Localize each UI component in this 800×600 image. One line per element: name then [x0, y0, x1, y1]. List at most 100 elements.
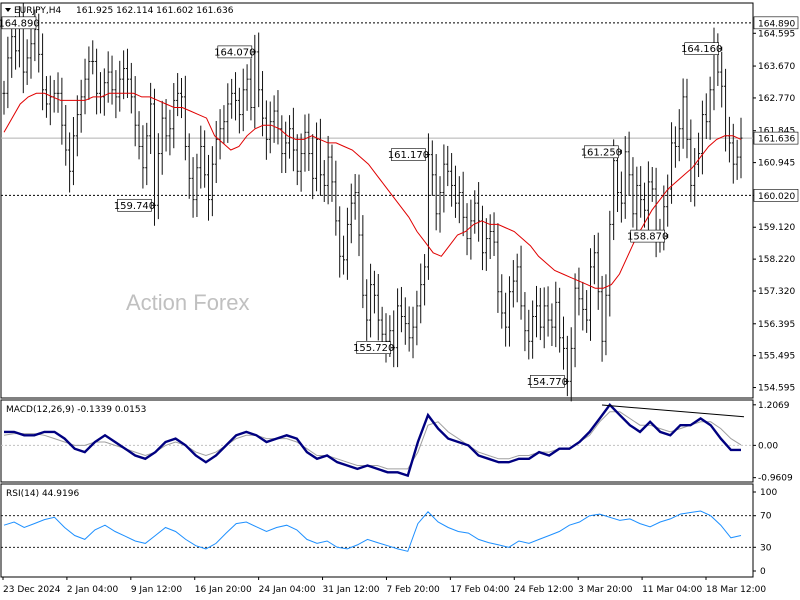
macd-y-axis: 1.2069 0.00 -0.9609 [753, 401, 793, 484]
macd-line [4, 402, 741, 478]
price-bar [670, 122, 674, 204]
price-bar [64, 105, 68, 166]
price-bar [230, 78, 234, 119]
price-bar [631, 157, 635, 228]
price-bar [60, 77, 64, 145]
price-bar [623, 136, 627, 219]
ohlc-header: 161.925 162.114 161.602 161.636 [76, 6, 234, 16]
price-bar [558, 287, 562, 353]
price-bar [646, 161, 650, 232]
price-bar [168, 109, 172, 156]
current-price-badge [753, 131, 799, 145]
y-tick-label: 162.770 [758, 94, 795, 104]
price-bar [199, 125, 203, 189]
price-bar [79, 79, 83, 133]
price-bar [71, 116, 75, 186]
callout: 154.770 [527, 375, 568, 388]
rsi-levels [1, 515, 753, 548]
price-bar [372, 270, 376, 314]
level-price-badge [753, 189, 799, 202]
price-bar [68, 132, 72, 193]
level-price-label: 164.890 [758, 19, 795, 29]
price-bar [95, 48, 99, 115]
macd-tick-label: 0.00 [758, 441, 778, 451]
price-bar [735, 139, 739, 180]
rsi-panel-frame [0, 483, 754, 578]
callout-label: 161.250 [581, 147, 622, 158]
time-x-axis: 23 Dec 2024 2 Jan 04:00 9 Jan 12:00 16 Jan … [2, 577, 766, 595]
callout-label: 161.170 [388, 150, 429, 161]
symbol-label: EURJPY,H4 [14, 6, 62, 16]
price-bar [396, 288, 400, 368]
price-bar [299, 133, 303, 192]
x-tick-label: 17 Feb 04:00 [450, 585, 509, 595]
price-bar [149, 82, 153, 154]
callout: 158.870 [627, 229, 668, 243]
price-bar [581, 281, 585, 331]
price-bar [91, 40, 95, 75]
price-bar [380, 306, 384, 349]
price-bar [226, 83, 230, 143]
price-bar [257, 32, 261, 108]
x-tick-label: 23 Dec 2024 [3, 585, 61, 595]
price-bar [515, 253, 519, 303]
price-bar [145, 122, 149, 186]
callout-label: 155.720 [353, 343, 394, 354]
price-bar [183, 75, 187, 161]
price-bar [496, 223, 500, 313]
price-bar [573, 273, 577, 368]
price-y-axis: 164.595 163.670 162.770 161.845 160.945 160.0… [753, 16, 799, 394]
price-bar [315, 122, 319, 192]
price-bar [569, 327, 573, 402]
price-bar [83, 58, 87, 115]
y-tick-label: 164.595 [758, 29, 795, 39]
price-bar [604, 274, 608, 356]
price-bar [643, 182, 647, 228]
watermark-text: Action Forex [126, 290, 250, 315]
callout-label: 154.770 [527, 377, 568, 388]
price-bar [500, 274, 504, 329]
price-bar [353, 174, 357, 220]
callout: 161.250 [581, 145, 622, 159]
y-tick-label: 158.220 [758, 255, 795, 265]
callout-label: 164.890 [0, 18, 40, 29]
price-bar [295, 134, 299, 186]
price-bar [434, 154, 438, 231]
price-bar [546, 286, 550, 337]
price-bar [102, 68, 106, 116]
price-bar [122, 50, 126, 100]
price-bar [133, 76, 137, 147]
callout-box [530, 375, 565, 388]
x-tick-label: 24 Feb 12:00 [514, 585, 573, 595]
x-tick-label: 18 Mar 12:00 [706, 585, 766, 595]
price-bar [731, 123, 735, 184]
price-bar [164, 99, 168, 152]
price-bar [523, 292, 527, 352]
symbol-dropdown-icon[interactable] [5, 8, 11, 12]
x-tick-label: 11 Mar 04:00 [642, 585, 702, 595]
price-bar [488, 214, 492, 260]
macd-label: MACD(12,26,9) -0.1339 0.0153 [6, 405, 146, 415]
price-bar [10, 21, 14, 78]
level-price-badge [753, 16, 799, 30]
level-price-label: 160.020 [758, 192, 795, 202]
price-bar [677, 109, 681, 162]
price-bar [453, 165, 457, 218]
price-bar [176, 73, 180, 117]
price-bar [322, 160, 326, 202]
price-bar [596, 232, 600, 310]
price-bar [438, 176, 442, 233]
callout-box [630, 229, 665, 243]
price-bar [129, 62, 133, 114]
y-tick-label: 160.945 [758, 159, 795, 169]
price-bar [172, 83, 176, 149]
price-bar [365, 279, 369, 341]
callout-box [584, 145, 619, 159]
price-bar [550, 303, 554, 347]
price-bar [191, 157, 195, 218]
price-bar [465, 203, 469, 256]
macd-divergence-line [601, 404, 745, 418]
price-bar [41, 33, 45, 111]
moving-average-line [3, 92, 742, 289]
